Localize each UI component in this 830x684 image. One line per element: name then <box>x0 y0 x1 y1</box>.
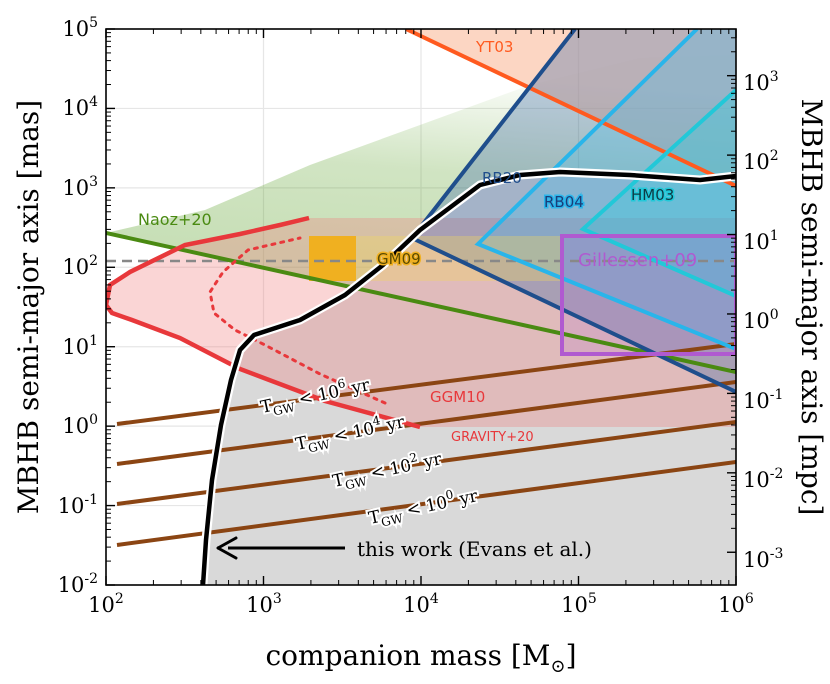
tgw-1e2-line <box>116 420 736 506</box>
x-tick-label-1: 103 <box>246 591 282 617</box>
axis-ticks <box>105 28 737 586</box>
this-work-curve-core <box>200 169 736 585</box>
label-ggm10: GGM10 <box>430 388 485 406</box>
y-right-tick-label-4: 101 <box>743 228 779 254</box>
y-tick-label-4: 102 <box>62 253 98 279</box>
y-right-tick-label-0: 10-3 <box>743 546 783 572</box>
gravity-curve <box>106 215 421 430</box>
label-naoz: Naoz+20 <box>138 210 212 229</box>
y-right-tick-label-3: 100 <box>743 307 779 333</box>
label-this-work: this work (Evans et al.) <box>357 537 592 561</box>
y-tick-label-0: 10-2 <box>58 571 98 597</box>
y-right-tick-label-1: 10-2 <box>743 466 783 492</box>
y-tick-label-3: 101 <box>62 333 98 359</box>
y-tick-label-5: 103 <box>62 174 98 200</box>
label-gm09: GM09 <box>377 250 421 268</box>
x-axis-title: companion mass [M⊙] <box>266 639 577 677</box>
y-right-tick-label-5: 102 <box>743 148 779 174</box>
label-gillessen: Gillessen+09 <box>578 250 697 271</box>
y-tick-label-1: 10-1 <box>58 492 98 518</box>
x-tick-label-2: 104 <box>403 591 439 617</box>
y-axis-title: MBHB semi-major axis [mas] <box>12 100 45 514</box>
gm09-box <box>309 236 356 281</box>
gillessen-region <box>562 236 736 354</box>
x-tick-label-0: 102 <box>88 591 124 617</box>
y-tick-label-7: 105 <box>62 15 98 41</box>
naoz-line <box>106 231 736 374</box>
label-gravity: GRAVITY+20 <box>451 430 534 445</box>
label-rb04: RB04 <box>544 193 584 211</box>
label-rb20: RB20 <box>482 169 522 187</box>
arrow-icon <box>216 536 345 560</box>
label-yt03: YT03 <box>475 38 513 56</box>
y-right-tick-label-6: 103 <box>743 69 779 95</box>
ggm10-curve <box>208 236 387 405</box>
x-tick-label-4: 106 <box>718 591 754 617</box>
y-tick-label-6: 104 <box>62 94 98 120</box>
hm03-outline <box>579 88 736 298</box>
yt03-line <box>405 29 736 188</box>
gravity-region <box>106 218 736 427</box>
y-right-tick-label-2: 10-1 <box>743 387 783 413</box>
x-tick-label-3: 105 <box>561 591 597 617</box>
rb20-region <box>412 29 736 392</box>
gillessen-box <box>560 234 736 356</box>
y-tick-label-2: 100 <box>62 412 98 438</box>
y-right-axis-title: MBHB semi-major axis [mpc] <box>795 99 828 516</box>
label-hm03: HM03 <box>631 186 674 204</box>
rb04-outline <box>474 29 736 351</box>
tgw-1e0-line <box>116 460 736 547</box>
